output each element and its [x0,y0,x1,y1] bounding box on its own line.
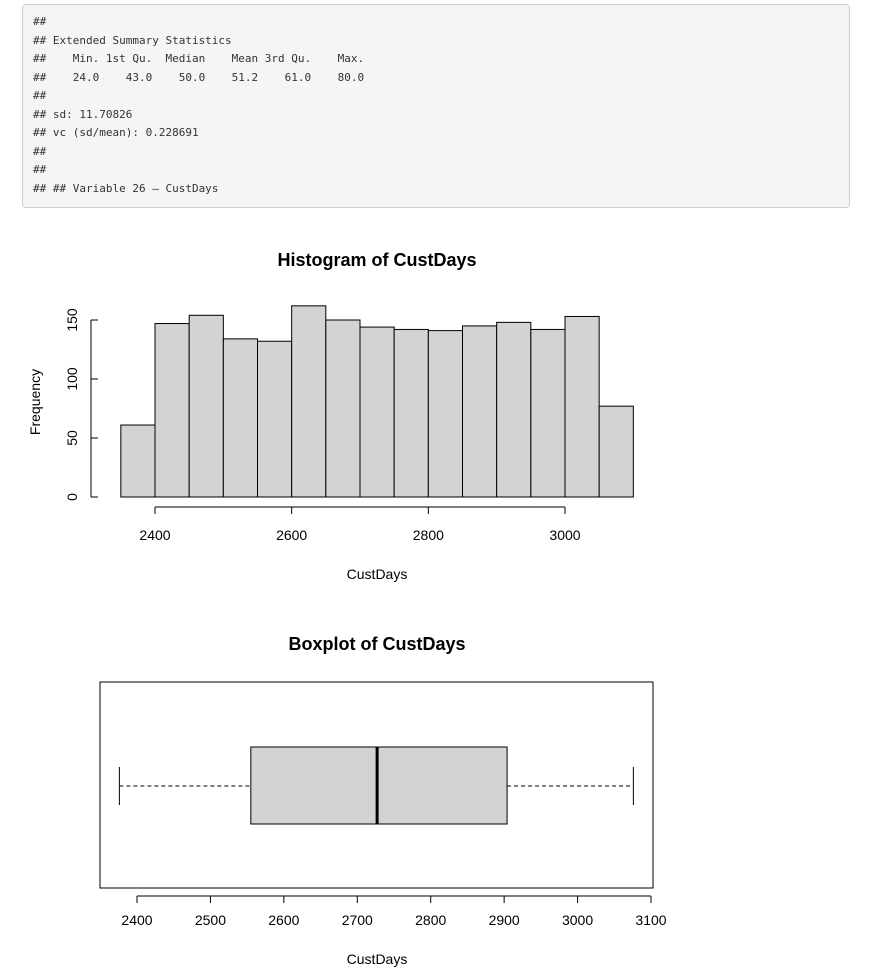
y-tick-label: 100 [64,367,80,391]
x-tick-label: 2500 [195,912,226,928]
plot-frame [99,681,654,889]
histogram-bar [222,338,258,498]
histogram-bar [393,328,429,498]
y-tick-label: 0 [64,493,80,501]
histogram-bar [257,340,293,498]
x-tick-label: 3000 [549,527,580,543]
console-output: ## ## Extended Summary Statistics ## Min… [22,4,850,208]
y-tick-label: 50 [64,430,80,446]
histogram-bar [564,315,600,498]
x-tick-label: 2700 [342,912,373,928]
y-tick-label: 150 [64,308,80,332]
x-tick-label: 3100 [635,912,666,928]
x-tick-label: 2800 [413,527,444,543]
x-tick-label: 3000 [562,912,593,928]
histogram-bar [496,321,532,498]
x-tick-label: 2800 [415,912,446,928]
histogram-bar [598,405,634,498]
histogram-bar [530,328,566,498]
histogram-title: Histogram of CustDays [277,250,476,270]
boxplot-title: Boxplot of CustDays [288,634,465,654]
x-tick-label: 2600 [276,527,307,543]
boxplot-chart: Boxplot of CustDays 2400 2500 2600 2700 2800… [99,634,667,967]
histogram-bar [120,424,156,498]
x-tick-label: 2400 [139,527,170,543]
histogram-bar [427,330,464,498]
histogram-bar [188,314,224,498]
x-tick-label: 2900 [489,912,520,928]
x-tick-label: 2400 [121,912,152,928]
histogram-ylabel: Frequency [27,369,43,435]
console-text: ## ## Extended Summary Statistics ## Min… [33,15,365,195]
histogram-bar [325,319,361,498]
histogram-bar [154,323,190,498]
histogram-chart: Histogram of CustDays 2400 2600 2800 3000 0… [27,250,634,582]
boxplot-xlabel: CustDays [347,951,408,967]
histogram-bar [359,326,395,498]
x-tick-label: 2600 [268,912,299,928]
histogram-bar [462,325,498,498]
histogram-bar [291,305,327,498]
iqr-box [250,746,508,825]
histogram-xlabel: CustDays [347,566,408,582]
